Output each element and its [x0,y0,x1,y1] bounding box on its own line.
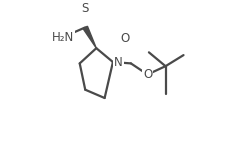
Polygon shape [83,26,96,48]
Text: H₂N: H₂N [52,31,74,44]
Text: N: N [114,55,123,68]
Text: O: O [120,32,129,45]
Text: S: S [82,2,89,15]
Text: O: O [143,68,152,81]
